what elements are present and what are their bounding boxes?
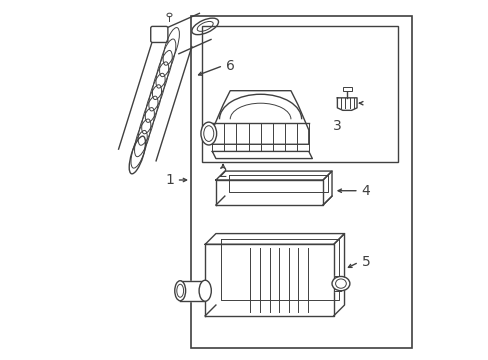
Ellipse shape (174, 281, 185, 301)
Polygon shape (216, 171, 331, 180)
Ellipse shape (201, 122, 216, 145)
Polygon shape (180, 281, 205, 301)
Text: 5: 5 (361, 255, 369, 269)
Text: 3: 3 (332, 120, 341, 134)
Bar (342, 87, 351, 91)
Text: 2: 2 (218, 166, 227, 180)
Ellipse shape (199, 280, 211, 301)
Text: 4: 4 (361, 184, 369, 198)
Polygon shape (205, 244, 333, 316)
Polygon shape (333, 276, 340, 291)
Polygon shape (323, 171, 331, 205)
Polygon shape (333, 234, 344, 316)
Polygon shape (212, 91, 308, 144)
Bar (201, 26, 397, 162)
Ellipse shape (331, 276, 349, 291)
Bar (190, 16, 411, 348)
Polygon shape (337, 98, 356, 111)
FancyBboxPatch shape (150, 26, 167, 42)
Polygon shape (212, 152, 312, 158)
Polygon shape (205, 234, 344, 244)
Text: 1: 1 (165, 173, 174, 187)
Text: 6: 6 (225, 59, 234, 73)
Polygon shape (216, 180, 323, 205)
